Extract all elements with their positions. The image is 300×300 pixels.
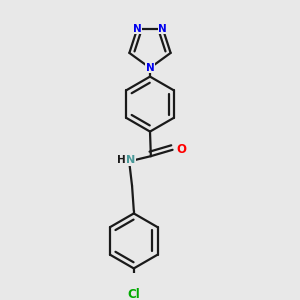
Text: N: N bbox=[126, 155, 135, 165]
Text: O: O bbox=[176, 143, 186, 156]
Text: N: N bbox=[133, 24, 142, 34]
Text: N: N bbox=[158, 24, 167, 34]
Text: N: N bbox=[146, 63, 154, 73]
Text: H: H bbox=[117, 155, 125, 165]
Text: Cl: Cl bbox=[128, 288, 140, 300]
